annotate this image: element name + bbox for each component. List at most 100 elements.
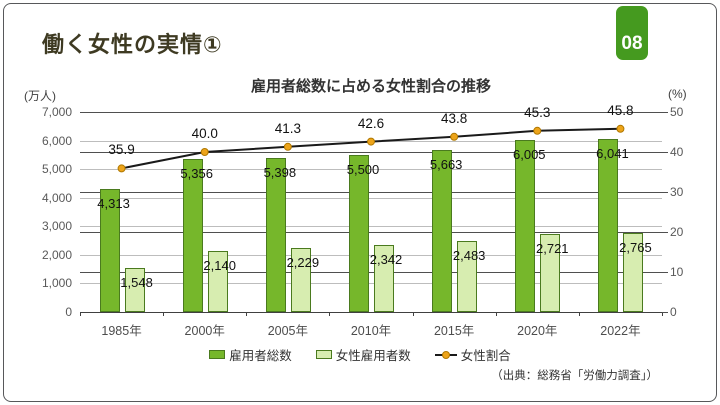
x-axis-tick bbox=[662, 312, 663, 316]
line-value-label: 35.9 bbox=[108, 142, 135, 158]
x-axis-category-label: 2015年 bbox=[433, 324, 475, 338]
right-axis-tick bbox=[662, 192, 668, 193]
bar-total-employees bbox=[598, 139, 619, 312]
left-axis-tick-label: 7,000 bbox=[41, 105, 72, 119]
legend-label: 女性雇用者数 bbox=[335, 349, 411, 363]
right-axis-tick-label: 0 bbox=[670, 305, 677, 319]
line-marker bbox=[533, 126, 542, 135]
right-axis-tick-label: 40 bbox=[670, 145, 684, 159]
bar-total-employees bbox=[265, 157, 286, 312]
bar-total-employees bbox=[515, 140, 536, 312]
bar-value-label: 2,342 bbox=[369, 252, 403, 268]
left-axis-tick-label: 1,000 bbox=[41, 276, 72, 291]
x-axis-tick bbox=[578, 312, 580, 316]
source-note: （出典：総務省「労働力調査」） bbox=[491, 370, 658, 382]
left-axis-unit-label: (万人) bbox=[24, 89, 56, 103]
x-axis-tick bbox=[495, 312, 497, 316]
gridline-right bbox=[80, 232, 662, 233]
line-marker bbox=[117, 164, 126, 173]
x-axis-tick bbox=[412, 312, 414, 316]
x-axis-line bbox=[80, 311, 662, 313]
legend-line-marker-icon bbox=[434, 350, 457, 360]
x-axis-tick bbox=[329, 312, 331, 316]
x-axis-tick bbox=[246, 312, 248, 316]
left-axis-tick-label: 2,000 bbox=[41, 247, 72, 262]
bar-value-label: 5,398 bbox=[263, 164, 297, 180]
legend-item: 雇用者総数 bbox=[209, 345, 292, 364]
bar-total-employees bbox=[182, 158, 203, 312]
gridline-left bbox=[80, 254, 662, 256]
bar-value-label: 2,483 bbox=[452, 248, 486, 264]
gridline-right bbox=[80, 272, 662, 273]
bar-total-employees bbox=[432, 150, 453, 312]
bar-female-employees bbox=[290, 248, 311, 312]
x-axis-category-label: 2022年 bbox=[600, 324, 641, 338]
bar-value-label: 4,313 bbox=[97, 195, 130, 211]
bar-value-label: 2,765 bbox=[619, 240, 652, 255]
line-value-label: 43.8 bbox=[441, 110, 468, 126]
line-value-label: 40.0 bbox=[191, 126, 218, 141]
right-axis-tick bbox=[662, 232, 668, 233]
legend-label: 雇用者総数 bbox=[229, 349, 292, 363]
bar-value-label: 1,548 bbox=[120, 274, 153, 290]
line-marker bbox=[367, 137, 375, 146]
bar-value-label: 5,356 bbox=[180, 165, 213, 181]
bar-value-label: 6,005 bbox=[513, 147, 546, 163]
page-number: 08 bbox=[621, 33, 643, 54]
line-marker bbox=[283, 142, 292, 151]
right-axis-tick-label: 10 bbox=[670, 265, 684, 279]
bar-value-label: 6,041 bbox=[596, 146, 629, 162]
x-axis-category-label: 1985年 bbox=[101, 324, 142, 338]
gridline-right bbox=[80, 192, 662, 193]
line-marker bbox=[616, 124, 625, 133]
x-axis-category-label: 2020年 bbox=[517, 324, 558, 338]
right-axis-tick-label: 50 bbox=[670, 105, 684, 119]
plot-area bbox=[80, 112, 668, 316]
bar-female-employees bbox=[124, 267, 145, 312]
legend-label: 女性割合 bbox=[460, 349, 511, 363]
legend-swatch-female bbox=[315, 350, 332, 359]
bar-value-label: 2,229 bbox=[286, 255, 320, 271]
left-axis-tick-label: 4,000 bbox=[41, 190, 72, 205]
gridline-left bbox=[80, 197, 662, 199]
bar-value-label: 2,140 bbox=[203, 257, 236, 273]
right-axis-tick bbox=[662, 312, 668, 313]
gridline-left bbox=[80, 283, 662, 285]
left-axis-tick-label: 0 bbox=[65, 305, 72, 319]
right-axis-unit-label: (%) bbox=[668, 87, 687, 101]
bar-total-employees bbox=[99, 188, 120, 312]
line-value-label: 41.3 bbox=[274, 120, 301, 136]
chart-title: 雇用者総数に占める女性割合の推移 bbox=[250, 78, 491, 95]
bar-female-employees bbox=[207, 250, 228, 312]
page-title: 働く女性の実情① bbox=[42, 32, 223, 57]
right-axis-tick bbox=[662, 152, 668, 153]
left-axis-tick-label: 3,000 bbox=[41, 219, 72, 234]
line-value-label: 45.3 bbox=[524, 104, 551, 120]
bar-total-employees bbox=[349, 154, 369, 312]
bar-value-label: 5,500 bbox=[346, 161, 380, 177]
x-axis-tick bbox=[80, 312, 81, 316]
bar-female-employees bbox=[540, 234, 561, 312]
x-axis-tick bbox=[163, 312, 165, 316]
line-marker bbox=[200, 148, 209, 156]
right-axis-tick bbox=[662, 272, 668, 273]
right-axis-tick bbox=[662, 112, 668, 113]
gridline-left bbox=[80, 226, 662, 228]
bar-female-employees bbox=[457, 241, 478, 312]
right-axis-tick-label: 20 bbox=[670, 225, 684, 239]
left-axis-tick-label: 6,000 bbox=[41, 133, 72, 148]
line-series-female-ratio bbox=[117, 124, 625, 173]
chart-legend: 雇用者総数 女性雇用者数 女性割合 bbox=[0, 345, 720, 364]
x-axis-category-label: 2005年 bbox=[267, 324, 308, 338]
right-axis-tick-label: 30 bbox=[670, 185, 684, 199]
page-number-badge: 08 bbox=[616, 6, 648, 60]
line-value-label: 42.6 bbox=[357, 115, 385, 131]
x-axis-category-label: 2000年 bbox=[184, 324, 225, 338]
legend-item: 女性雇用者数 bbox=[315, 345, 411, 364]
bar-female-employees bbox=[374, 245, 394, 312]
bar-value-label: 5,663 bbox=[429, 157, 463, 173]
gridline-right bbox=[80, 112, 662, 113]
line-value-label: 45.8 bbox=[607, 102, 634, 118]
left-axis-tick-label: 5,000 bbox=[41, 162, 72, 177]
legend-line-dot bbox=[441, 350, 450, 359]
